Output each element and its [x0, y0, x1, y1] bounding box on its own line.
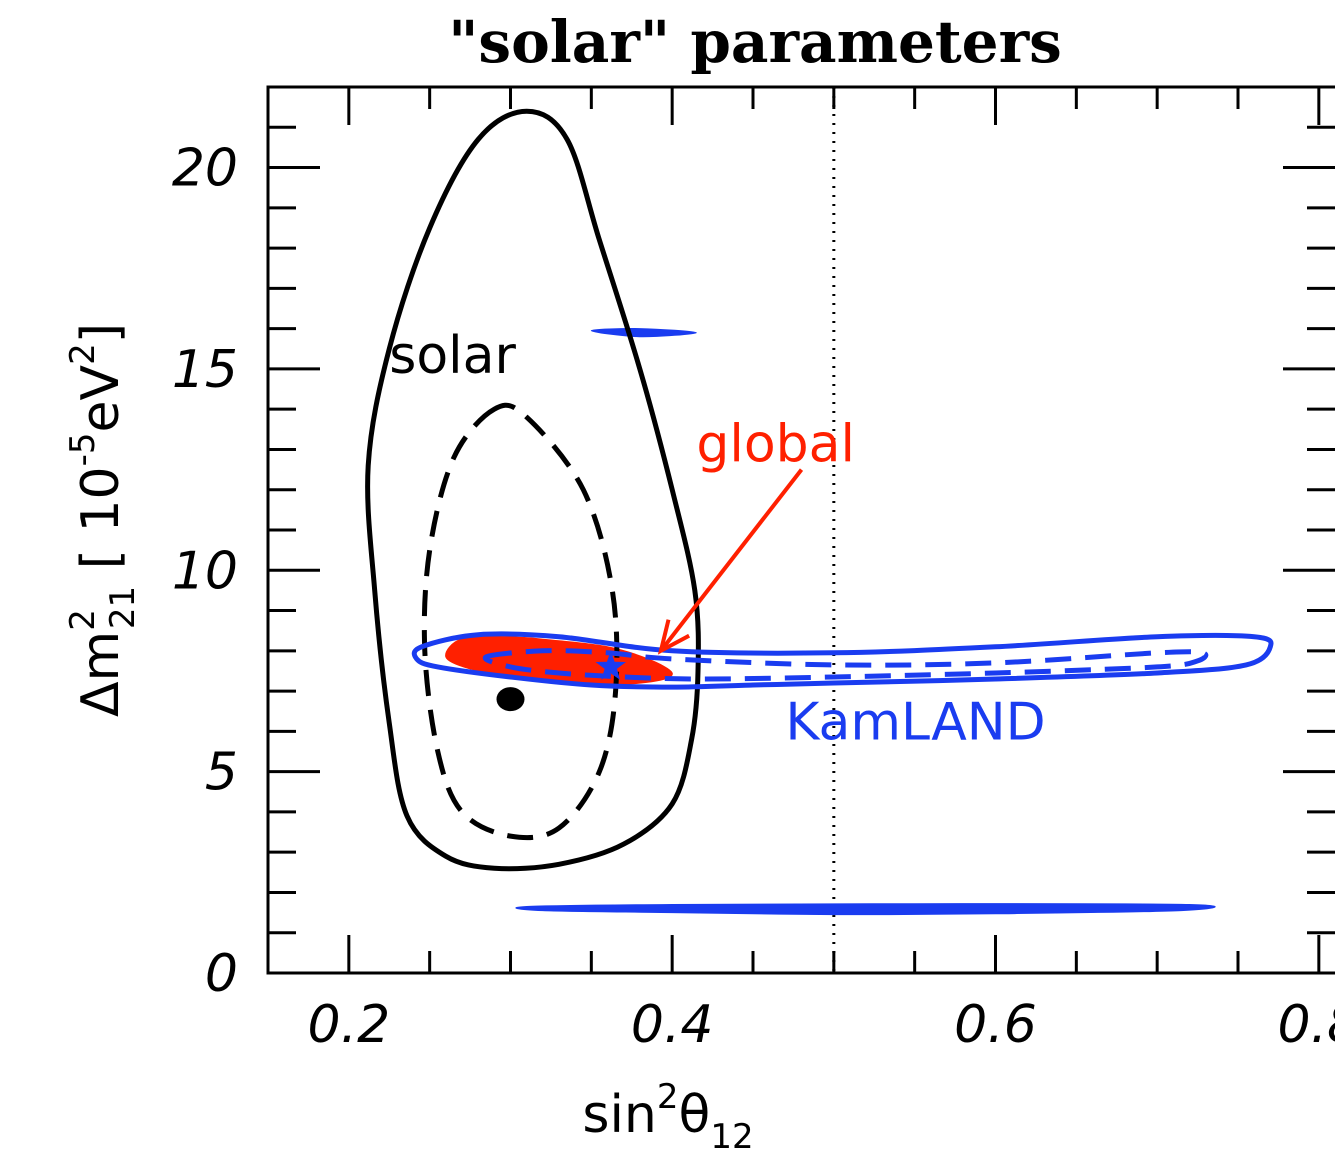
x-axis-label: sin2θ12	[582, 1077, 753, 1157]
x-tick-label: 0.8	[1277, 995, 1335, 1055]
best-fit-solar-dot	[496, 687, 525, 712]
y-tick-label: 10	[172, 541, 238, 601]
contour-solar-dashed-4	[421, 402, 620, 841]
axes-frame	[266, 85, 1335, 975]
x-tick-label: 0.4	[631, 995, 714, 1055]
y-tick-label: 5	[205, 743, 238, 803]
contour-solar-solid-3	[365, 108, 701, 872]
global-arrow-head	[657, 619, 691, 655]
contour-kamland-dashed-6	[482, 648, 1209, 682]
axes-layer: 0.2 0.4 0.6 0.8 0 5 10 15 20	[172, 85, 1335, 1055]
y-tick-label: 20	[172, 139, 238, 199]
annotation-solar: solar	[389, 326, 516, 386]
y-tick-label: 0	[205, 944, 238, 1004]
contour-kamland-filled-2	[515, 903, 1216, 916]
x-tick-label: 0.6	[954, 995, 1037, 1055]
global-arrow-shaft	[659, 468, 804, 653]
y-tick-label: 15	[172, 340, 238, 400]
contour-kamland-filled-1	[590, 328, 697, 338]
contour-layer	[365, 87, 1274, 973]
best-fit-kamland-star	[595, 650, 626, 680]
y-axis-label: Δm221 [ 10-5eV2]	[63, 323, 143, 717]
annotation-global: global	[696, 415, 855, 475]
annotation-layer: solar global KamLAND	[389, 326, 1045, 752]
contour-kamland-solid-5	[411, 631, 1274, 690]
chart-title: "solar" parameters	[448, 8, 1062, 76]
x-tick-label: 0.2	[307, 995, 390, 1055]
annotation-kamland: KamLAND	[785, 692, 1045, 752]
